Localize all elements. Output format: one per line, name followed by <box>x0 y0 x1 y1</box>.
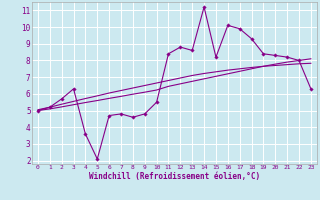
X-axis label: Windchill (Refroidissement éolien,°C): Windchill (Refroidissement éolien,°C) <box>89 172 260 181</box>
